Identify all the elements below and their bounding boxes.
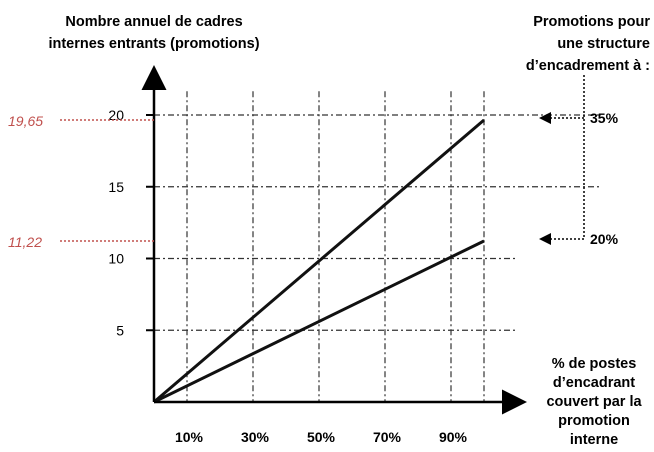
y-tick-label: 5 xyxy=(116,322,124,338)
x-tick-label: 90% xyxy=(439,429,468,445)
y-tick-label: 20 xyxy=(108,107,124,123)
chart-title: internes entrants (promotions) xyxy=(48,36,259,52)
x-tick-label: 10% xyxy=(175,429,204,445)
titles: Nombre annuel de cadres internes entrants… xyxy=(48,14,650,448)
annotation-value: 19,65 xyxy=(8,113,43,129)
legend-title: une structure xyxy=(557,36,650,52)
legend-title: Promotions pour xyxy=(533,14,650,30)
annotations: 19,65 11,22 35% 20% xyxy=(8,75,619,250)
y-tick-label: 15 xyxy=(108,179,124,195)
series-line-20pct xyxy=(153,239,485,404)
x-tick-label: 50% xyxy=(307,429,336,445)
annotation-value: 11,22 xyxy=(8,234,42,250)
x-axis-label: d’encadrant xyxy=(553,375,635,391)
axes xyxy=(141,65,527,415)
legend-title: d’encadrement à : xyxy=(526,58,650,74)
x-tick-label: 70% xyxy=(373,429,402,445)
series-label: 20% xyxy=(590,231,619,247)
y-tick-label: 10 xyxy=(108,251,124,267)
x-axis-label: interne xyxy=(570,432,618,448)
chart-title: Nombre annuel de cadres xyxy=(65,14,242,30)
grid xyxy=(154,91,600,402)
x-axis-label: % de postes xyxy=(552,356,637,372)
series-line-35pct xyxy=(153,118,485,404)
series-label: 35% xyxy=(590,110,619,126)
x-tick-label: 30% xyxy=(241,429,270,445)
x-axis-label: couvert par la xyxy=(546,394,642,410)
series-lines xyxy=(153,118,485,404)
x-axis-label: promotion xyxy=(558,413,630,429)
tick-labels: 5 10 15 20 10% 30% 50% 70% 90% xyxy=(108,107,467,445)
